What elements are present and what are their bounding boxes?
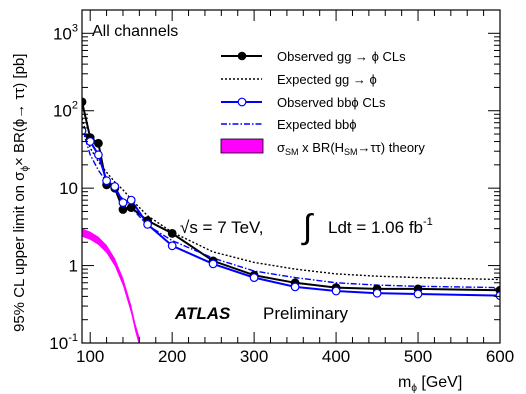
legend-label-observed-gg: Observed gg → ϕ CLs [277, 49, 406, 64]
series-2-point [102, 176, 111, 186]
legend-label-theory: σSM x BR(HSM→ττ) theory [277, 140, 425, 157]
series-2-point [118, 198, 128, 208]
lumi-label: ∫ Ldt = 1.06 fb-1 [301, 208, 433, 246]
x-axis-title: mϕ [GeV] [398, 374, 462, 394]
series-2-line [82, 130, 500, 297]
x-tick-label: 500 [404, 347, 432, 366]
legend-label-observed-bb: Observed bbϕ CLs [277, 95, 386, 110]
legend-label-expected-bb: Expected bbϕ [277, 117, 357, 132]
series-2-point [167, 241, 177, 251]
y-tick-label: 1 [69, 257, 78, 276]
series-0-point [167, 228, 177, 238]
x-tick-label: 300 [240, 347, 268, 366]
y-axis-title: 95% CL upper limit on σϕ× BR(ϕ→ ττ) [pb] [11, 54, 31, 332]
integral-symbol: ∫ [301, 208, 314, 246]
x-tick-label: 600 [486, 347, 514, 366]
series-2-point [413, 289, 423, 299]
series-2-point [331, 286, 341, 296]
series-3-line [82, 127, 500, 289]
y-tick-label: 102 [53, 100, 78, 121]
series-2-point [372, 288, 382, 298]
series-0-point [126, 203, 136, 213]
series-2-point [143, 219, 153, 229]
atlas-label: ATLAS [174, 304, 231, 323]
y-tick-label: 103 [53, 22, 78, 43]
legend-entry-expected-gg: Expected gg → ϕ [221, 72, 377, 87]
legend-label-expected-gg: Expected gg → ϕ [277, 72, 377, 87]
plot-frame [81, 9, 501, 344]
x-tick-label: 400 [322, 347, 350, 366]
series-2-point [126, 195, 136, 205]
y-tick-label: 10-1 [49, 332, 78, 353]
series-0-point [82, 97, 87, 107]
theory-band [82, 228, 140, 343]
series-0-line [82, 101, 500, 292]
x-tick-label: 200 [158, 347, 186, 366]
series-2-point [249, 273, 259, 283]
series-2-point [93, 150, 103, 160]
x-tick-label: 100 [76, 347, 104, 366]
lumi-text: Ldt = 1.06 fb-1 [328, 216, 433, 237]
legend-entry-theory: σSM x BR(HSM→ττ) theory [220, 138, 425, 157]
channel-label: All channels [92, 23, 178, 40]
series-2-point [82, 126, 87, 136]
series-0-point [93, 138, 103, 148]
series-1-line [82, 118, 500, 281]
series-2-point [208, 259, 218, 269]
legend-entry-expected-bb: Expected bbϕ [221, 117, 357, 132]
legend-entry-observed-gg: Observed gg → ϕ CLs [221, 49, 406, 64]
series-2-point [290, 282, 300, 292]
energy-label: √s = 7 TeV, [180, 218, 264, 237]
legend-entry-observed-bb: Observed bbϕ CLs [221, 95, 386, 110]
series-2-point [495, 291, 500, 300]
y-tick-label: 10 [59, 179, 78, 198]
series-2-point [110, 182, 120, 191]
legend: Observed gg → ϕ CLs Expected gg → ϕ Obse… [220, 49, 425, 157]
preliminary-label: Preliminary [263, 304, 349, 323]
